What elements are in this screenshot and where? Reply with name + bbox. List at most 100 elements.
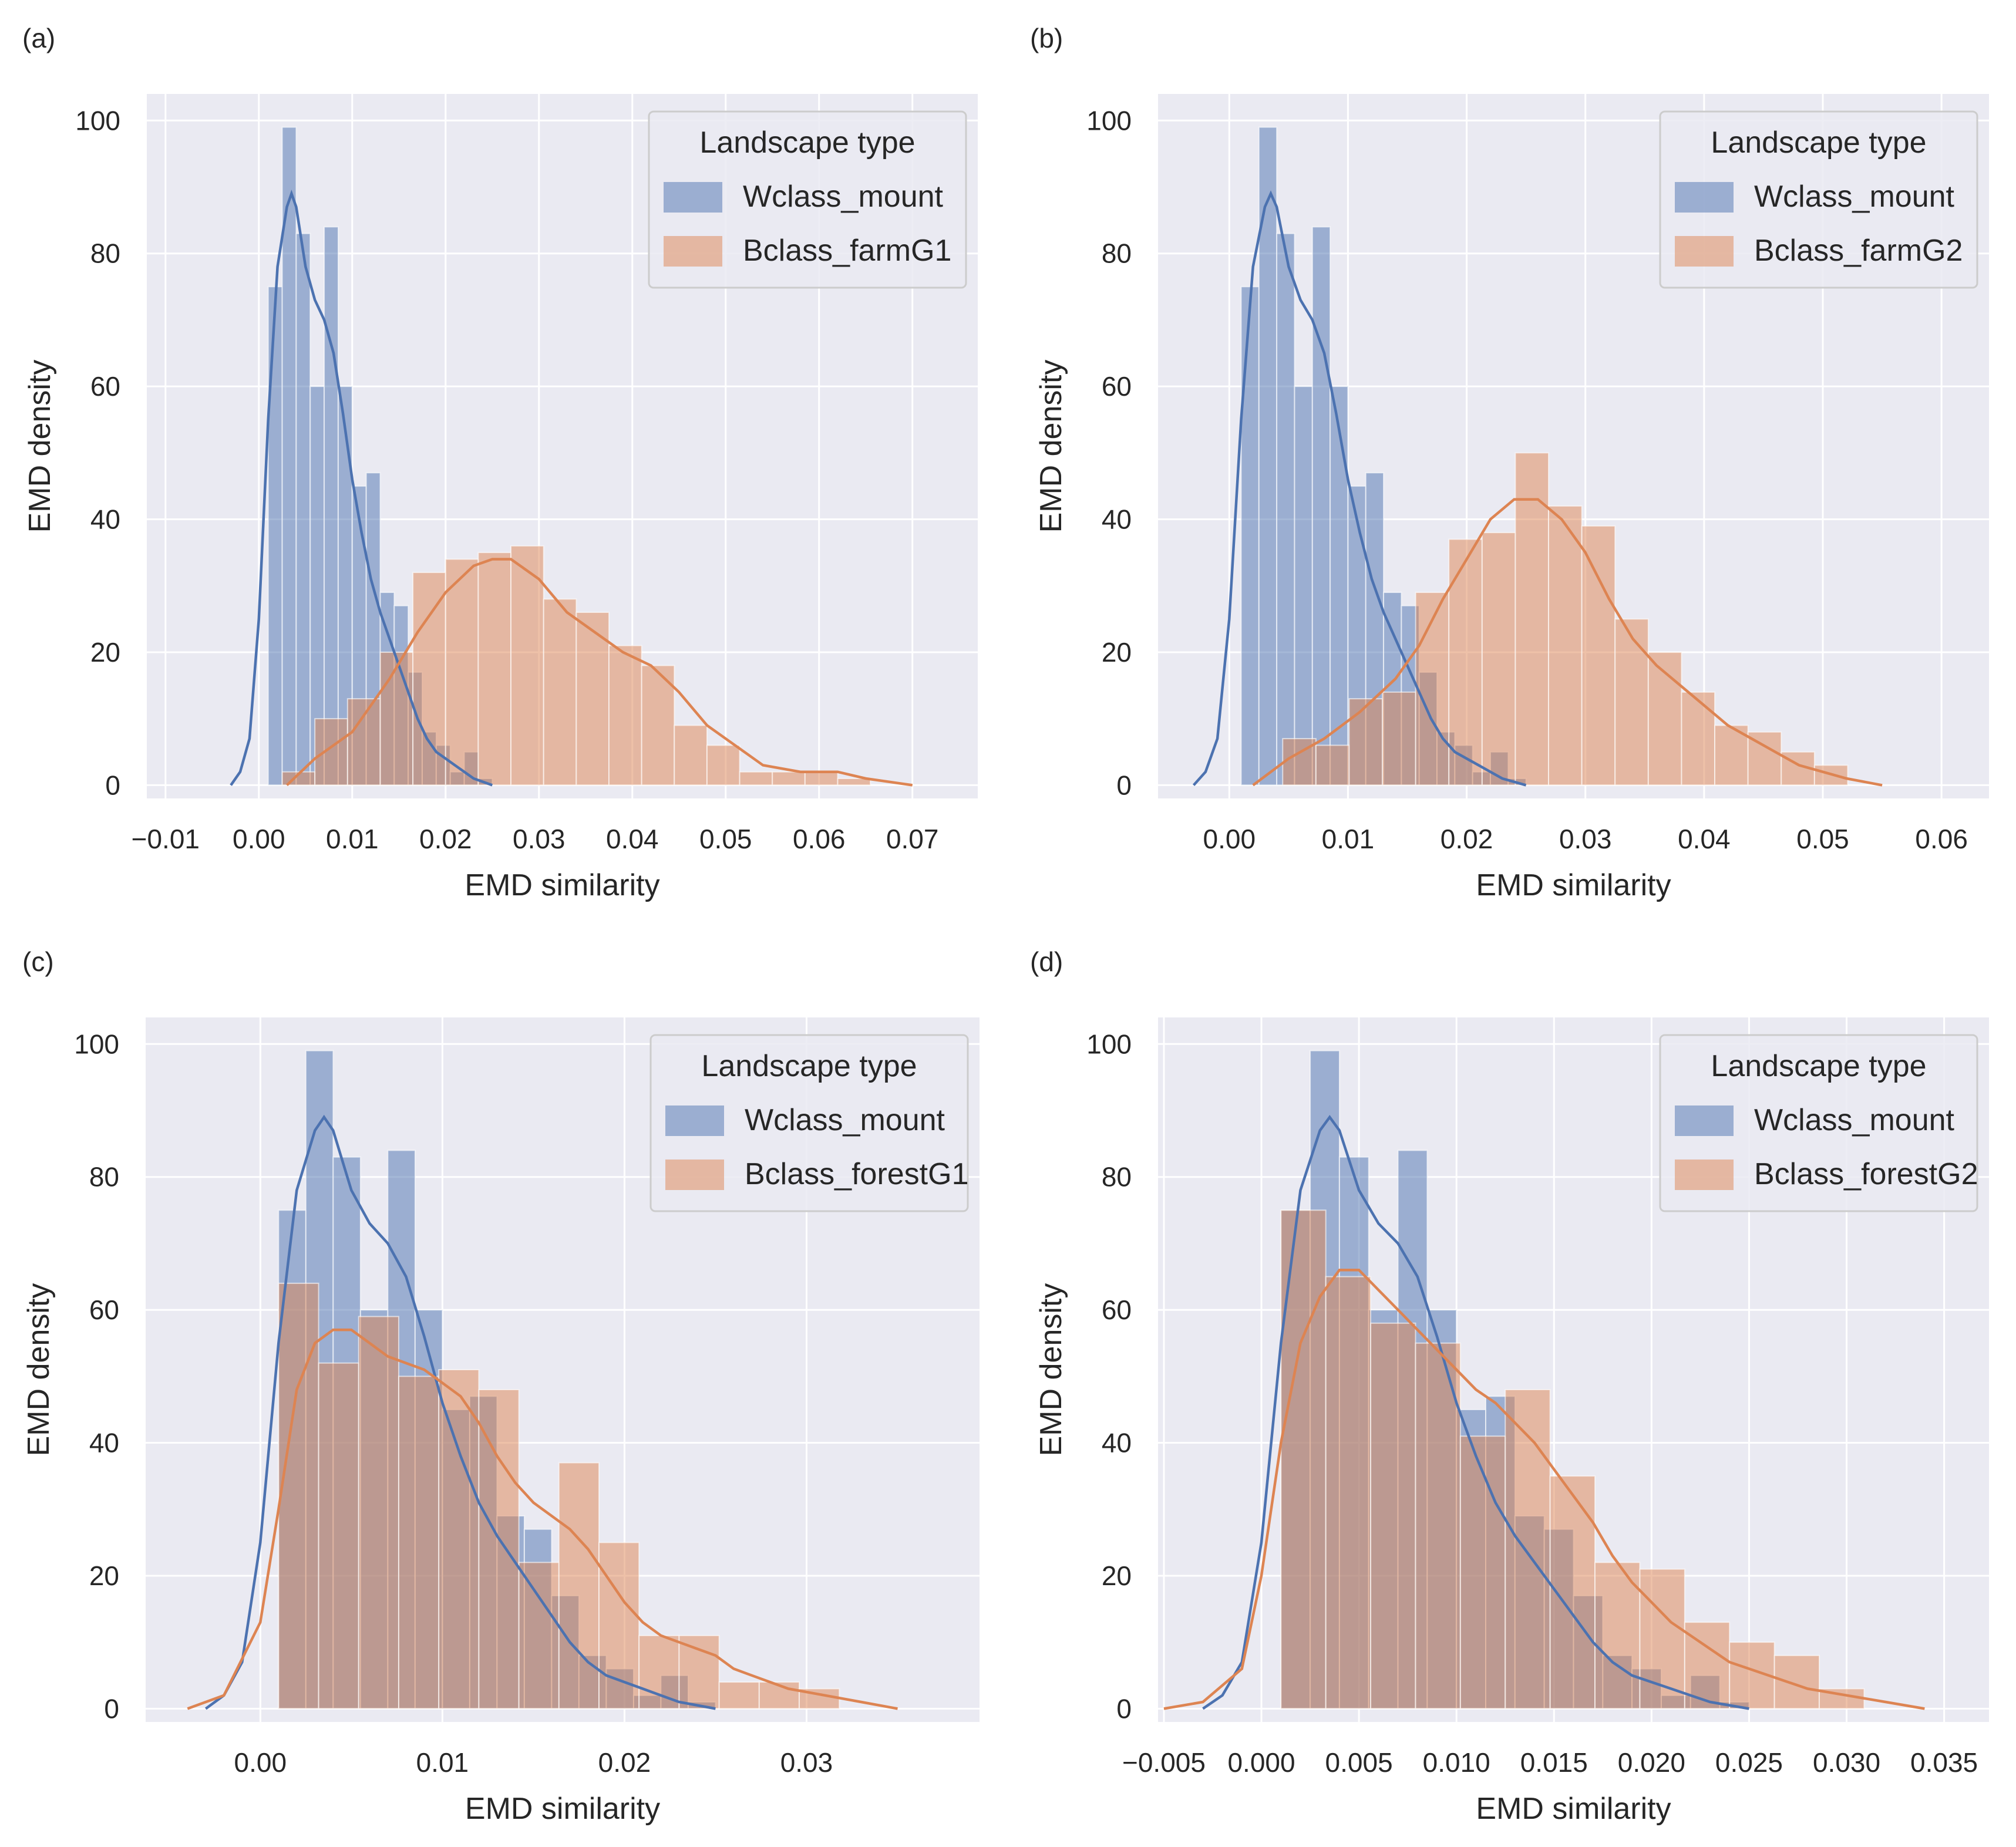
x-tick-label: 0.01 bbox=[1322, 824, 1375, 854]
x-tick-label: 0.025 bbox=[1715, 1747, 1783, 1778]
legend-label: Bclass_forestG2 bbox=[1754, 1157, 1978, 1191]
histogram-bar bbox=[772, 771, 806, 786]
panel-a: (a) −0.01 0.00 0.01 0.02 0.03 0.04 0.05 0.06 0.0… bbox=[0, 0, 1008, 923]
histogram-bar bbox=[1311, 226, 1331, 786]
legend-label: Wclass_mount bbox=[743, 180, 944, 214]
kde-line-0 bbox=[230, 189, 493, 787]
legend-frame bbox=[1659, 110, 1978, 289]
histogram-bar bbox=[1415, 1342, 1461, 1710]
x-tick-label: 0.02 bbox=[598, 1747, 651, 1778]
series-1-bars bbox=[278, 1282, 840, 1710]
y-tick-label: 80 bbox=[89, 1162, 119, 1192]
x-tick-label: 0.000 bbox=[1227, 1747, 1295, 1778]
x-tick-label: 0.020 bbox=[1618, 1747, 1685, 1778]
histogram-bar bbox=[346, 698, 381, 786]
x-tick-label: 0.05 bbox=[1796, 824, 1849, 854]
legend-label: Bclass_farmG1 bbox=[743, 234, 951, 268]
legend-swatch bbox=[1675, 1160, 1734, 1190]
kde-line-1 bbox=[1163, 1268, 1925, 1710]
histogram-bar bbox=[558, 1462, 600, 1710]
histogram-bar bbox=[718, 1681, 760, 1710]
y-tick-label: 100 bbox=[1086, 1029, 1132, 1059]
x-tick-label: 0.01 bbox=[326, 824, 379, 854]
histogram-bar bbox=[510, 545, 544, 786]
legend-title: Landscape type bbox=[701, 1049, 917, 1083]
x-tick-label: 0.02 bbox=[1441, 824, 1493, 854]
legend-label: Bclass_forestG1 bbox=[745, 1157, 969, 1191]
legend-frame bbox=[648, 110, 967, 289]
x-tick-label: 0.015 bbox=[1520, 1747, 1588, 1778]
x-tick-label: 0.00 bbox=[1203, 824, 1256, 854]
x-tick-label: 0.04 bbox=[1678, 824, 1731, 854]
x-axis-label: EMD similarity bbox=[1476, 868, 1671, 902]
y-tick-label: 0 bbox=[1116, 770, 1132, 800]
histogram-bar bbox=[518, 1562, 560, 1710]
legend-title: Landscape type bbox=[1711, 1049, 1926, 1083]
legend-label: Wclass_mount bbox=[745, 1103, 945, 1137]
y-tick-label: 80 bbox=[1102, 238, 1132, 269]
histogram-bar bbox=[1258, 126, 1278, 786]
kde-line-1 bbox=[1252, 498, 1883, 787]
x-tick-label: 0.00 bbox=[233, 824, 285, 854]
histogram-bar bbox=[706, 744, 741, 786]
histogram-bar bbox=[1773, 1654, 1820, 1710]
y-tick-label: 60 bbox=[1102, 1295, 1132, 1325]
y-axis-label: EMD density bbox=[22, 1283, 56, 1457]
kde-line-0 bbox=[1202, 1114, 1749, 1710]
legend: Landscape type Wclass_mount Bclass_forestG… bbox=[1659, 1034, 1978, 1212]
y-tick-label: 100 bbox=[75, 105, 120, 136]
kde-line-0 bbox=[1192, 190, 1527, 787]
panel-label: (d) bbox=[1030, 946, 1063, 977]
chart-a: −0.01 0.00 0.01 0.02 0.03 0.04 0.05 0.06 0.07 0 20… bbox=[23, 94, 978, 902]
y-tick-label: 20 bbox=[1102, 637, 1132, 668]
y-axis-label: EMD density bbox=[1034, 1283, 1068, 1457]
histogram-bar bbox=[739, 771, 773, 786]
histogram-bar bbox=[1614, 618, 1649, 786]
panel-b: (b) 0.00 0.01 0.02 0.03 0.04 0.05 0.06 0 20 40 60 8… bbox=[1008, 0, 2015, 923]
x-tick-label: 0.00 bbox=[234, 1747, 287, 1778]
histogram-bar bbox=[318, 1362, 359, 1710]
kde-line-1 bbox=[285, 558, 913, 787]
histogram-bar bbox=[1639, 1568, 1685, 1710]
x-tick-label: 0.07 bbox=[886, 824, 939, 854]
kde-line-1 bbox=[187, 1328, 898, 1710]
panel-label: (c) bbox=[22, 946, 54, 977]
y-tick-label: 60 bbox=[89, 1295, 119, 1325]
series-0-bars bbox=[1240, 126, 1527, 786]
legend-swatch bbox=[1675, 182, 1734, 213]
x-tick-label: 0.010 bbox=[1423, 1747, 1490, 1778]
legend-swatch bbox=[664, 236, 722, 267]
x-tick-label: 0.06 bbox=[1915, 824, 1968, 854]
histogram-bar bbox=[638, 1634, 680, 1710]
histogram-bar bbox=[1276, 232, 1295, 786]
y-tick-label: 40 bbox=[1102, 1428, 1132, 1458]
histogram-bar bbox=[641, 665, 675, 786]
series-1-bars bbox=[281, 545, 871, 786]
y-tick-label: 40 bbox=[89, 1428, 119, 1458]
histogram-bar bbox=[543, 598, 577, 786]
histogram-bar bbox=[608, 645, 642, 786]
histogram-bar bbox=[379, 651, 414, 786]
histogram-bar bbox=[674, 724, 708, 786]
histogram-bar bbox=[1448, 538, 1483, 786]
y-tick-label: 20 bbox=[89, 1560, 119, 1591]
x-tick-label: 0.04 bbox=[606, 824, 659, 854]
histogram-bar bbox=[1681, 691, 1716, 786]
histogram-bar bbox=[398, 1376, 440, 1710]
y-tick-label: 20 bbox=[90, 637, 120, 668]
y-axis-label: EMD density bbox=[23, 360, 57, 533]
histogram-bar bbox=[1315, 744, 1350, 786]
histogram-bar bbox=[1505, 1388, 1551, 1710]
legend-label: Wclass_mount bbox=[1754, 180, 1955, 214]
legend-swatch bbox=[1675, 1105, 1734, 1136]
y-tick-label: 100 bbox=[74, 1029, 119, 1059]
x-tick-label: −0.01 bbox=[132, 824, 200, 854]
x-tick-label: 0.01 bbox=[416, 1747, 469, 1778]
legend: Landscape type Wclass_mount Bclass_farmG2 bbox=[1659, 110, 1978, 289]
x-tick-label: 0.030 bbox=[1813, 1747, 1880, 1778]
y-tick-label: 80 bbox=[1102, 1162, 1132, 1192]
x-tick-label: 0.005 bbox=[1325, 1747, 1393, 1778]
x-tick-label: −0.005 bbox=[1122, 1747, 1206, 1778]
y-tick-label: 80 bbox=[90, 238, 120, 269]
chart-c: 0.00 0.01 0.02 0.03 0 20 40 60 80 100 EMD similari… bbox=[22, 1017, 980, 1826]
